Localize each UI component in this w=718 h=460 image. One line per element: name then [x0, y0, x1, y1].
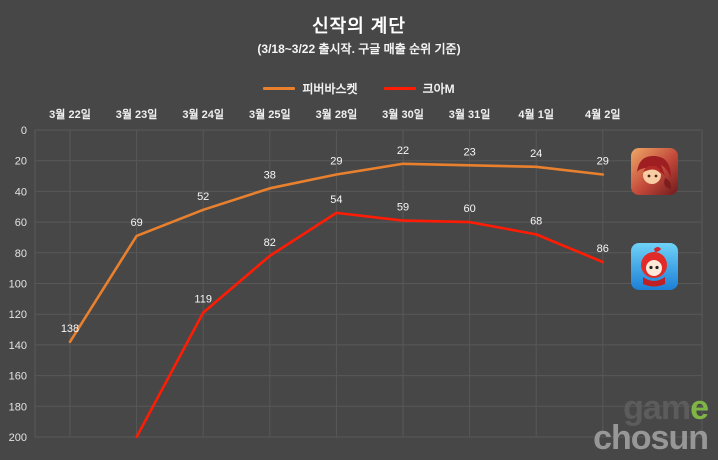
chart-legend: 피버바스켓 크아M: [0, 80, 718, 97]
y-axis-tick-label: 40: [15, 186, 27, 198]
y-axis-tick-label: 20: [15, 156, 27, 168]
x-axis-category-label: 3월 30일: [382, 107, 424, 121]
chart-title: 신작의 계단: [312, 16, 406, 36]
y-axis-tick-label: 180: [9, 401, 27, 413]
x-axis-category-label: 4월 2일: [585, 107, 621, 121]
x-axis-category-label: 3월 25일: [249, 107, 291, 121]
data-point-label: 138: [61, 323, 79, 335]
legend-item-fever-basket: 피버바스켓: [263, 80, 358, 97]
watermark-game-text: game: [623, 389, 709, 428]
y-axis-tick-label: 120: [9, 309, 27, 321]
kua-m-app-icon: [631, 243, 678, 290]
y-axis-tick-label: 140: [9, 340, 27, 352]
legend-item-kua-m: 크아M: [383, 80, 455, 97]
y-axis-tick-label: 200: [9, 432, 27, 444]
data-point-label: 59: [397, 202, 409, 214]
data-point-label: 38: [264, 169, 276, 181]
watermark-chosun-text: chosun: [593, 419, 709, 458]
data-point-label: 24: [530, 148, 542, 160]
x-axis-category-label: 3월 23일: [116, 107, 158, 121]
data-point-label: 119: [194, 294, 212, 306]
fever-basket-app-icon: [631, 148, 678, 195]
x-axis-category-label: 3월 24일: [182, 107, 224, 121]
x-axis-category-label: 3월 31일: [449, 107, 491, 121]
data-point-label: 54: [330, 194, 342, 206]
y-axis-tick-label: 60: [15, 217, 27, 229]
watermark-green-e: e: [690, 389, 709, 428]
data-point-label: 22: [397, 145, 409, 157]
series-line-0: [68, 162, 605, 344]
y-axis-tick-label: 160: [9, 371, 27, 383]
y-axis-tick-label: 0: [21, 125, 27, 137]
legend-swatch-red: [383, 87, 416, 90]
legend-label-fever-basket: 피버바스켓: [302, 82, 358, 96]
data-point-label: 29: [330, 156, 342, 168]
data-point-label: 29: [597, 156, 609, 168]
chart-subtitle: (3/18~3/22 출시작. 구글 매출 순위 기준): [257, 42, 461, 56]
data-point-label: 86: [597, 243, 609, 255]
x-axis-category-label: 3월 28일: [316, 107, 358, 121]
data-point-label: 60: [463, 203, 475, 215]
data-point-label: 68: [530, 215, 542, 227]
x-axis-category-label: 4월 1일: [518, 107, 554, 121]
legend-swatch-orange: [263, 87, 296, 90]
series-line-1: [135, 211, 605, 439]
x-axis-category-label: 3월 22일: [49, 107, 91, 121]
legend-label-kua-m: 크아M: [422, 82, 455, 96]
y-axis-tick-label: 80: [15, 248, 27, 260]
gamechosun-watermark: game chosun: [593, 389, 709, 458]
data-point-label: 52: [197, 191, 209, 203]
data-point-label: 69: [130, 217, 142, 229]
data-point-label: 23: [463, 146, 475, 158]
data-point-label: 82: [264, 237, 276, 249]
y-axis-tick-label: 100: [9, 279, 27, 291]
